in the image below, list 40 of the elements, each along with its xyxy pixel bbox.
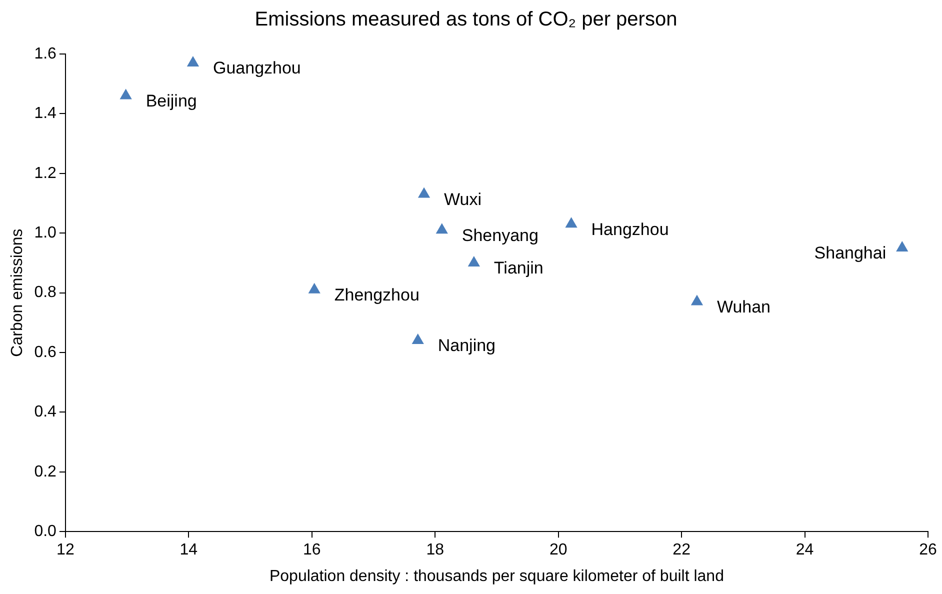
y-axis-title: Carbon emissions [9,228,26,357]
annotation: Wuhan [716,297,771,316]
y-tick-label: 1.0 [34,224,57,242]
y-tick-label: 0.6 [34,344,57,361]
y-tick-label: 1.2 [34,164,57,182]
x-axis-title: Population density : thousands per square kilometer of built land [269,568,724,585]
point [418,187,430,198]
point [436,223,448,234]
annotation: Nanjing [438,336,496,356]
point [896,241,908,252]
annotation: Wuxi [444,190,482,209]
annotation: Hangzhou [591,220,669,239]
x-tick-label: 24 [796,542,814,559]
point [565,217,578,228]
x-tick-label: 26 [919,542,937,559]
point [468,256,480,266]
point [690,294,704,306]
y-tick-label: 0.0 [34,523,57,540]
y-tick-label: 0.4 [34,404,57,421]
x-tick-label: 16 [302,542,321,559]
annotation: Tianjin [494,258,544,278]
x-tick-label: 12 [56,542,74,559]
y-tick-label: 1.4 [34,105,57,122]
y-tick-label: 0.2 [34,463,57,480]
x-tick-label: 20 [549,542,568,559]
point [412,334,424,344]
annotation: Zhengzhou [334,286,420,305]
annotation: Shenyang [462,226,538,245]
y-tick-label: 1.6 [34,45,57,62]
annotation: Guangzhou [212,58,301,78]
x-tick-label: 18 [426,542,444,559]
point [308,282,320,294]
annotation: Beijing [146,91,197,110]
annotation: Shanghai [814,244,886,263]
y-tick-label: 0.8 [34,284,57,302]
x-tick-label: 14 [180,542,198,559]
chart-title: Emissions measured as tons of CO₂ per person [254,8,678,31]
point [186,56,200,66]
x-tick-label: 22 [672,542,691,559]
point [120,88,132,100]
